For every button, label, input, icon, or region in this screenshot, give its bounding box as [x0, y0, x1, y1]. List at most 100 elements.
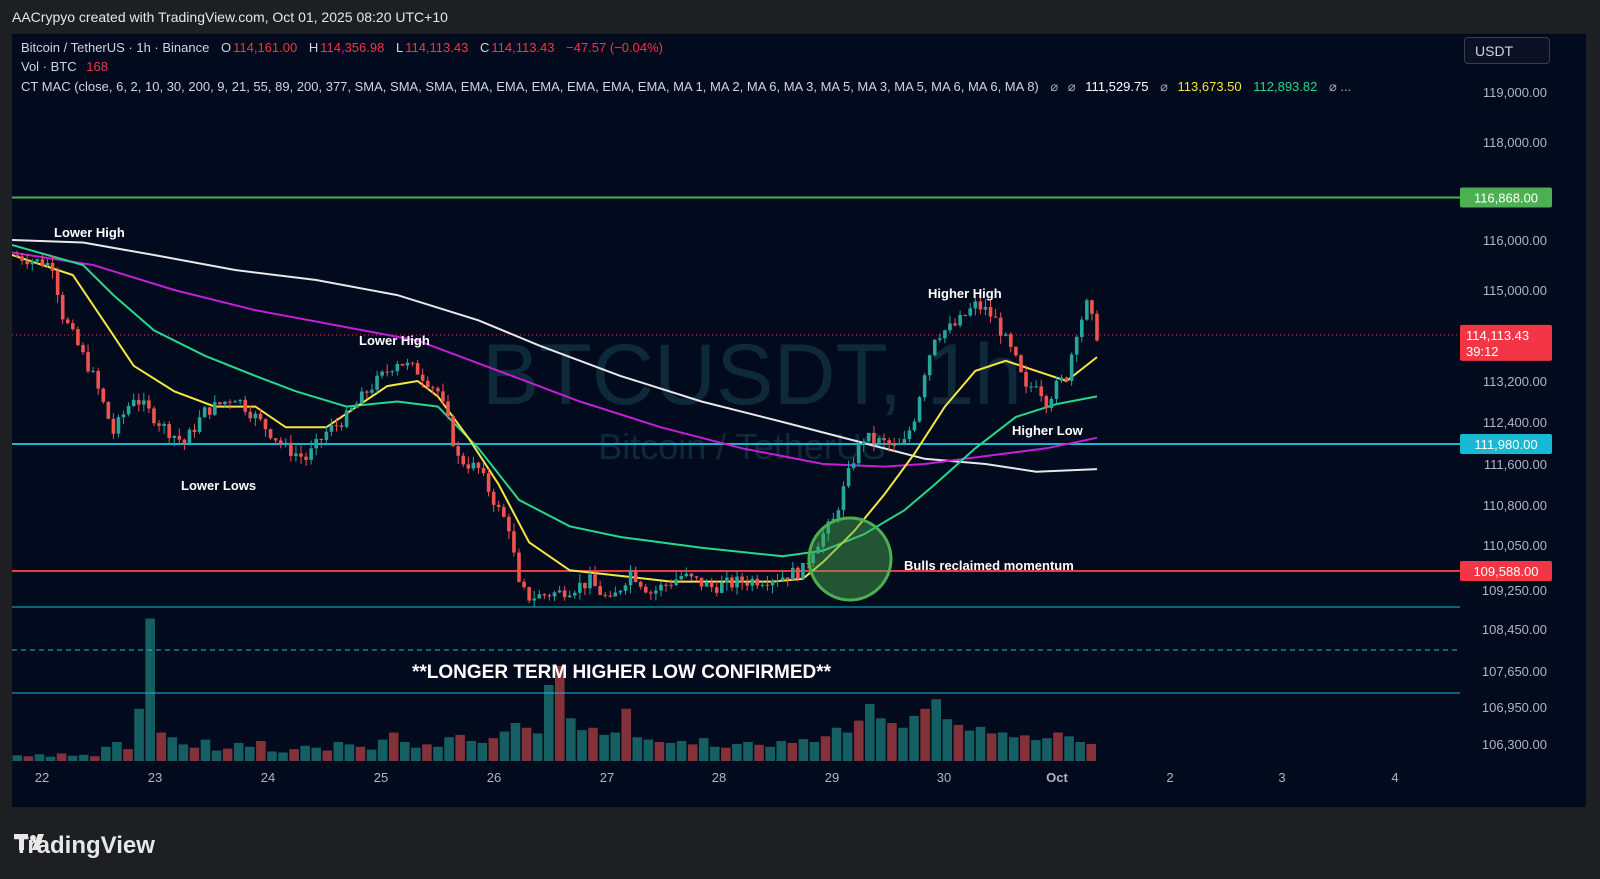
- candle-body: [309, 448, 313, 460]
- candle-body: [816, 546, 820, 554]
- momentum-circle: [807, 516, 893, 602]
- candle-body: [192, 429, 197, 432]
- candle-body: [618, 590, 623, 593]
- legend-h-value: 114,356.98: [320, 40, 385, 55]
- y-tick-label: 113,200.00: [1483, 374, 1547, 389]
- price-level-tag-2[interactable]: [1460, 434, 1552, 455]
- candle-body: [973, 301, 978, 309]
- candle-body: [329, 425, 334, 432]
- candle-body: [471, 462, 476, 469]
- candle-body: [841, 486, 846, 511]
- y-tick-label: 108,450.00: [1482, 622, 1547, 637]
- candle-body: [126, 406, 131, 415]
- candle-body: [76, 329, 80, 345]
- candle-body: [60, 294, 65, 320]
- currency-button[interactable]: USDT: [1464, 37, 1550, 64]
- price-level-tag-1[interactable]: [1460, 187, 1552, 208]
- candle-body: [111, 418, 116, 434]
- candle-body: [679, 575, 684, 580]
- annotation-lower-high-1: Lower High: [54, 225, 125, 240]
- indicator-sym-3: ⌀: [1160, 79, 1168, 94]
- candle-body: [699, 577, 704, 587]
- volume-bar: [721, 747, 731, 761]
- candle-body: [588, 574, 592, 589]
- volume-bar: [466, 741, 476, 761]
- candle-body: [892, 444, 896, 446]
- candle-body: [750, 578, 755, 586]
- candle-body: [370, 389, 374, 393]
- price-level-tag-label: 116,868.00: [1474, 190, 1538, 205]
- x-tick-label: 23: [148, 770, 162, 785]
- candle-body: [451, 416, 455, 447]
- candle-body: [147, 400, 151, 409]
- volume-bar: [1075, 742, 1085, 761]
- indicator-label[interactable]: CT MAC (close, 6, 2, 10, 30, 200, 9, 21,…: [21, 79, 1039, 94]
- current-price-tag[interactable]: [1460, 324, 1552, 361]
- candle-body: [623, 585, 628, 591]
- candle-body: [45, 262, 50, 266]
- candle-body: [943, 330, 947, 339]
- candle-body: [745, 582, 749, 586]
- legend-symbol[interactable]: Bitcoin / TetherUS · 1h · Binance: [21, 40, 210, 55]
- volume-bar: [754, 744, 764, 761]
- candle-body: [730, 577, 734, 588]
- candle-body: [86, 352, 90, 372]
- tradingview-logo[interactable]: TradingView: [14, 832, 155, 860]
- volume-bar: [34, 754, 45, 761]
- candle-body: [486, 473, 491, 492]
- volume-bar: [67, 755, 78, 761]
- candle-body: [299, 453, 303, 457]
- volume-label[interactable]: Vol · BTC: [21, 59, 77, 74]
- candle-body: [1024, 372, 1028, 387]
- y-tick-label: 106,300.00: [1482, 737, 1547, 752]
- volume-bar: [887, 723, 897, 761]
- y-axis-bg[interactable]: [1460, 34, 1586, 807]
- volume-bar: [997, 732, 1008, 761]
- candle-body: [375, 375, 379, 390]
- watermark-sub: Bitcoin / TetherUS: [598, 426, 885, 467]
- candle-body: [476, 462, 481, 468]
- chart-area[interactable]: BTCUSDT, 1h Bitcoin / TetherUS Lower Hig…: [12, 34, 1586, 807]
- candle-body: [253, 413, 258, 419]
- candle-body: [360, 391, 364, 404]
- candle-body: [790, 567, 795, 580]
- candle-body: [537, 594, 542, 599]
- volume-bar: [167, 737, 178, 761]
- candle-body: [785, 577, 790, 580]
- candle-body: [425, 380, 430, 388]
- credit-line: AACrypyo created with TradingView.com, O…: [12, 9, 448, 25]
- volume-bar: [400, 742, 410, 761]
- moving-average-2: [12, 251, 1098, 468]
- candle-body: [1079, 319, 1084, 337]
- candle-body: [938, 338, 942, 340]
- volume-bar: [521, 727, 532, 761]
- candle-body: [684, 573, 689, 576]
- candle-body: [228, 401, 232, 403]
- moving-average-3: [12, 244, 1098, 558]
- candle-body: [496, 504, 501, 507]
- legend-l-value: 114,113.43: [405, 40, 469, 55]
- annotation-higher-low: Higher Low: [1012, 423, 1084, 438]
- candle-body: [121, 414, 126, 418]
- candle-body: [1054, 380, 1059, 399]
- volume-bar: [732, 743, 742, 761]
- candle-body: [1059, 377, 1064, 381]
- candle-body: [796, 567, 800, 579]
- legend-volume: Vol · BTC 168: [21, 59, 110, 74]
- candle-body: [608, 595, 613, 597]
- y-tick-label: 107,650.00: [1482, 664, 1547, 679]
- volume-bar: [743, 742, 753, 761]
- candle-body: [613, 592, 618, 597]
- candle-body: [801, 563, 805, 579]
- candle-body: [872, 432, 876, 443]
- candle-body: [15, 255, 19, 257]
- price-level-tag-3[interactable]: [1460, 560, 1552, 581]
- legend-ohlc: Bitcoin / TetherUS · 1h · Binance O 114,1…: [21, 40, 665, 55]
- indicator-value-yellow: 113,673.50: [1177, 79, 1242, 94]
- legend-c-label: C: [479, 40, 490, 55]
- candle-body: [152, 408, 156, 424]
- candle-body: [877, 438, 881, 443]
- moving-average-1: [12, 239, 1098, 473]
- price-tags: 116,868.00 111,980.00 109,588.00 114,113.43…: [1460, 187, 1552, 581]
- indicator-value-white: 111,529.75: [1085, 79, 1149, 94]
